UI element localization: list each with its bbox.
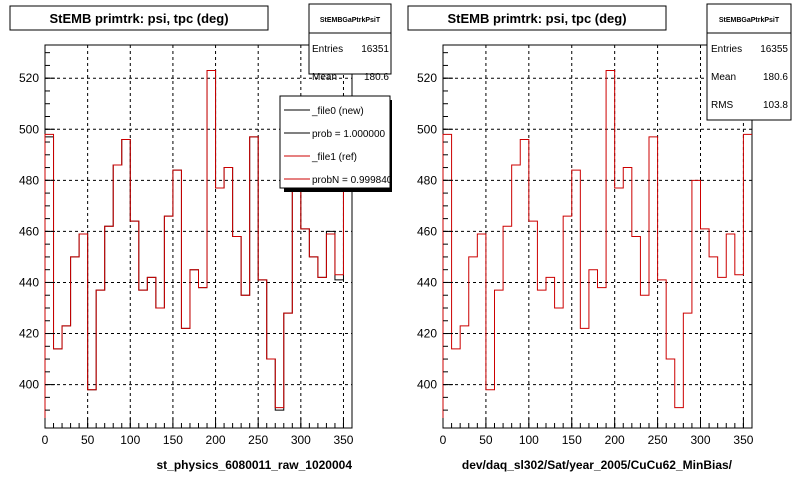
- left-stats-box: StEMBGaPtrkPsiT Entries 16351 Mean 180.6: [308, 3, 392, 83]
- right-stat-mean-name: Mean: [711, 72, 736, 83]
- right-x-ticks: 0 50 100 150 200 250 300 350: [440, 418, 754, 447]
- legend-label-prob: prob = 1.000000: [312, 129, 386, 140]
- x-tick-label: 150: [562, 433, 582, 447]
- right-series: [442, 70, 752, 428]
- left-stat-mean-name: Mean: [312, 72, 337, 83]
- legend-label-ref: _file1 (ref): [311, 152, 357, 163]
- y-tick-label: 520: [19, 71, 39, 85]
- x-tick-label: 350: [733, 433, 753, 447]
- right-frame: [442, 44, 753, 429]
- x-tick-label: 250: [648, 433, 668, 447]
- right-y-ticks: 400 420 440 460 480 500 520: [417, 52, 453, 411]
- x-tick-label: 200: [206, 433, 226, 447]
- legend-label-probn: probN = 0.999840: [312, 175, 393, 186]
- y-tick-label: 420: [19, 327, 39, 341]
- x-tick-label: 100: [120, 433, 140, 447]
- right-stat-rms-name: RMS: [711, 100, 734, 111]
- x-tick-label: 50: [81, 433, 95, 447]
- y-tick-label: 500: [417, 122, 437, 136]
- x-tick-label: 50: [479, 433, 493, 447]
- left-stat-entries-value: 16351: [361, 44, 389, 55]
- right-stat-rms-value: 103.8: [763, 100, 788, 111]
- left-stats-title: StEMBGaPtrkPsiT: [320, 17, 381, 24]
- right-x-axis-label: dev/daq_sl302/Sat/year_2005/CuCu62_MinBi…: [462, 458, 733, 472]
- left-y-ticks: 400 420 440 460 480 500 520: [19, 52, 55, 411]
- y-tick-label: 400: [417, 378, 437, 392]
- y-tick-label: 460: [417, 224, 437, 238]
- x-tick-label: 0: [42, 433, 49, 447]
- right-stat-entries-name: Entries: [711, 44, 742, 55]
- x-tick-label: 150: [163, 433, 183, 447]
- y-tick-label: 520: [417, 71, 437, 85]
- x-tick-label: 200: [605, 433, 625, 447]
- x-tick-label: 300: [690, 433, 710, 447]
- histogram-series-0: [442, 70, 752, 428]
- left-x-axis-label: st_physics_6080011_raw_1020004: [156, 458, 352, 472]
- left-x-ticks: 0 50 100 150 200 250 300 350: [42, 418, 354, 447]
- right-stat-mean-value: 180.6: [763, 72, 788, 83]
- right-chart-title: StEMB primtrk: psi, tpc (deg): [447, 11, 626, 26]
- right-stats-title: StEMBGaPtrkPsiT: [719, 17, 780, 24]
- legend-label-new: _file0 (new): [311, 106, 364, 117]
- y-tick-label: 440: [19, 275, 39, 289]
- x-tick-label: 250: [248, 433, 268, 447]
- y-tick-label: 400: [19, 378, 39, 392]
- y-tick-label: 480: [19, 173, 39, 187]
- right-title-box: [407, 5, 667, 31]
- y-tick-label: 500: [19, 122, 39, 136]
- x-tick-label: 100: [519, 433, 539, 447]
- y-tick-label: 480: [417, 173, 437, 187]
- left-title-box: [9, 5, 269, 31]
- x-tick-label: 0: [440, 433, 447, 447]
- y-tick-label: 460: [19, 224, 39, 238]
- left-legend: _file0 (new) prob = 1.000000 _file1 (ref…: [279, 95, 393, 192]
- left-stat-mean-value: 180.6: [364, 72, 389, 83]
- right-histogram-panel: 0 50 100 150 200 250 300 350 400 420 440 460 480 500…: [407, 3, 792, 472]
- left-histogram-panel: 0 50 100 150 200 250 300 350 400 420 440 460 480 500…: [9, 3, 393, 472]
- y-tick-label: 440: [417, 275, 437, 289]
- left-stat-entries-name: Entries: [312, 44, 343, 55]
- x-tick-label: 350: [333, 433, 353, 447]
- right-stats-box: StEMBGaPtrkPsiT Entries 16355 Mean 180.6…: [706, 3, 792, 121]
- left-chart-title: StEMB primtrk: psi, tpc (deg): [49, 11, 228, 26]
- x-tick-label: 300: [291, 433, 311, 447]
- y-tick-label: 420: [417, 327, 437, 341]
- right-stat-entries-value: 16355: [760, 44, 788, 55]
